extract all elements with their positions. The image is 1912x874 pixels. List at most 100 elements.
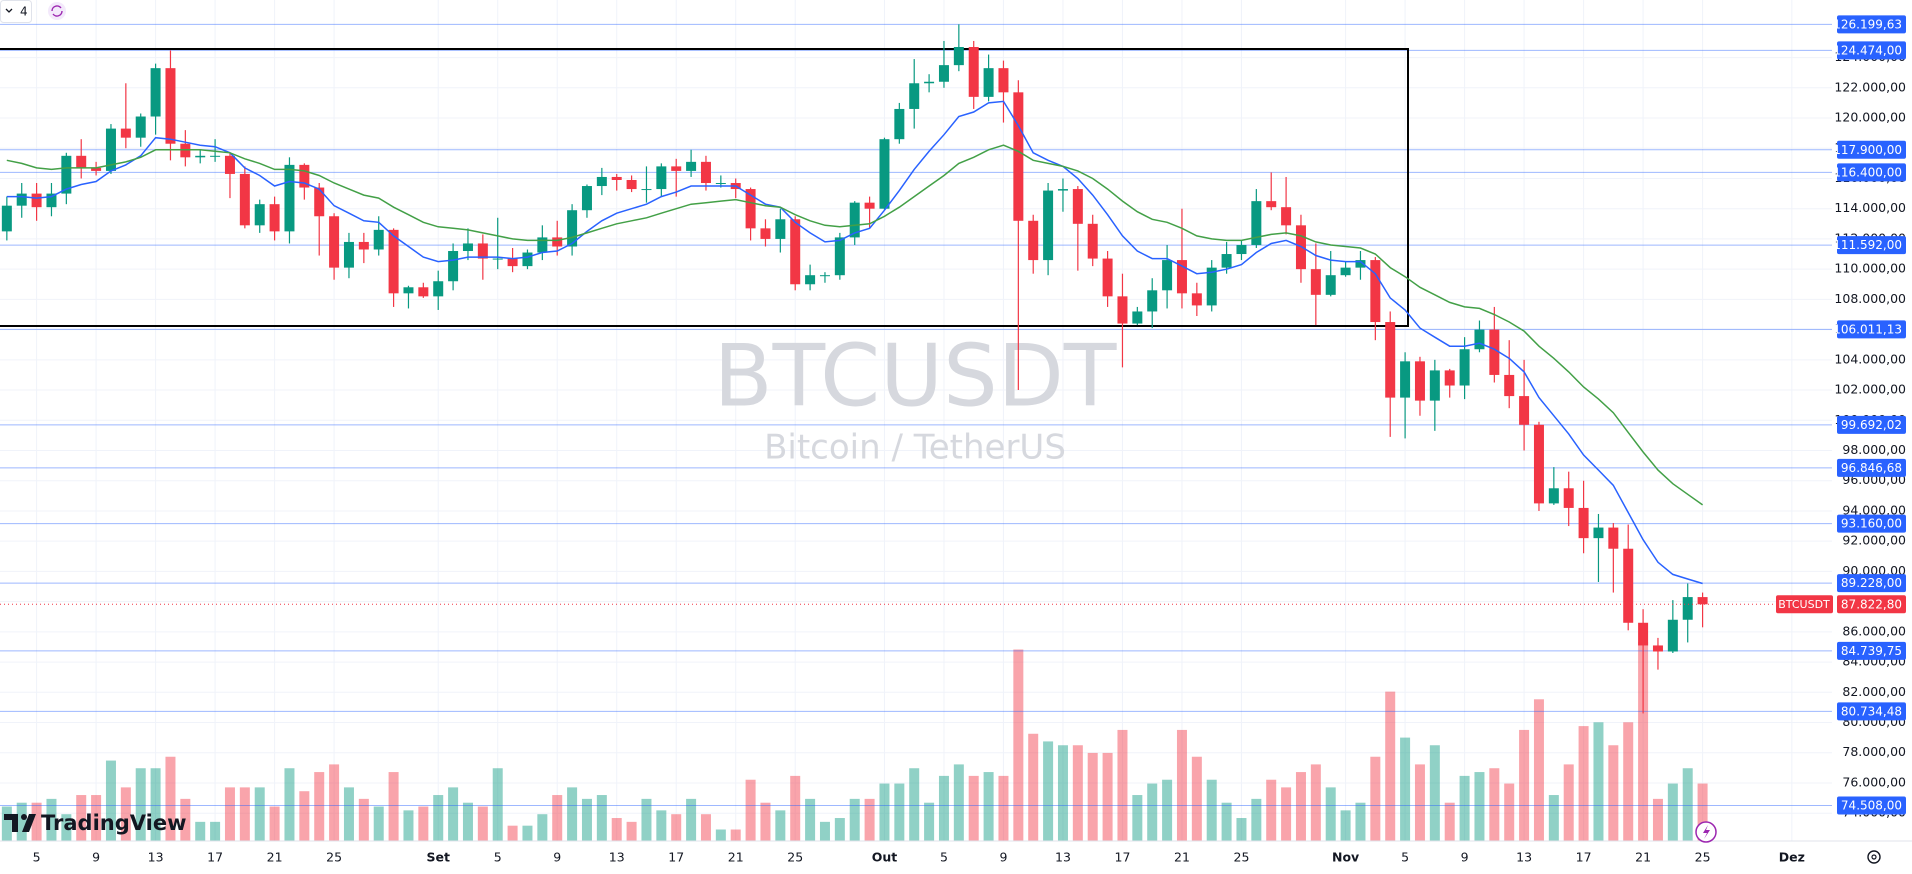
volume-bar	[135, 768, 146, 841]
brand-logo[interactable]: TradingView	[4, 811, 186, 835]
candle-body	[46, 193, 57, 208]
x-tick-label: 5	[940, 850, 948, 865]
refresh-bg[interactable]	[48, 2, 66, 20]
volume-bar	[31, 802, 42, 841]
x-tick-label: Nov	[1332, 850, 1359, 865]
volume-bar	[938, 775, 949, 841]
candle-body	[909, 83, 920, 109]
candle-body	[373, 229, 384, 250]
y-tick-label: 76.000,00	[1842, 774, 1906, 789]
y-tick-label: 104.000,00	[1834, 351, 1906, 366]
price-label-box	[1837, 163, 1906, 182]
watermark-description: Bitcoin / TetherUS	[764, 428, 1066, 468]
candle-body	[953, 46, 964, 66]
candle-body	[358, 241, 369, 250]
volume-bar	[16, 802, 27, 841]
gear-center	[1871, 854, 1877, 860]
moving-average-line	[6, 144, 1704, 506]
candle-body	[1459, 349, 1470, 386]
last-price-label: 87.822,80	[1841, 597, 1902, 611]
candle-body	[581, 186, 592, 211]
price-label: 111.592,00	[1833, 238, 1902, 252]
candle-body	[641, 189, 652, 191]
gear-icon[interactable]	[1867, 850, 1881, 864]
volume-bar	[1117, 729, 1128, 841]
candle-body	[1206, 267, 1217, 306]
candle-body	[968, 46, 979, 97]
lightning-button[interactable]	[1695, 821, 1717, 843]
volume-bar	[1608, 745, 1619, 841]
volume-bar	[998, 775, 1009, 841]
volume-bar	[1504, 783, 1515, 841]
candle-body	[31, 193, 42, 208]
candle-body	[210, 155, 221, 157]
x-tick-label: 21	[728, 850, 744, 865]
toolbar-count: 4	[20, 5, 28, 19]
volume-bar	[1191, 756, 1202, 841]
y-tick-label: 78.000,00	[1842, 744, 1906, 759]
candle-body	[1251, 201, 1262, 245]
volume-bar	[76, 795, 87, 841]
volume-bar	[567, 787, 578, 841]
chevron-icon	[5, 8, 13, 13]
volume-bar	[760, 802, 771, 841]
volume-bar	[1162, 779, 1173, 841]
volume-bar	[448, 787, 459, 841]
price-label-box	[1837, 15, 1906, 34]
candle-body	[269, 204, 280, 232]
candle-body	[656, 166, 667, 190]
x-tick-label: 21	[267, 850, 283, 865]
x-tick-label: 9	[1461, 850, 1469, 865]
candle-body	[403, 287, 414, 294]
candle-body	[1593, 527, 1604, 539]
candle-body	[1682, 597, 1693, 620]
candle-body	[1057, 189, 1068, 191]
volume-bar	[1474, 772, 1485, 841]
volume-bar	[1652, 798, 1663, 841]
refresh-icon[interactable]	[48, 2, 66, 20]
x-tick-label: 25	[326, 850, 342, 865]
toolbar-button[interactable]	[0, 0, 32, 23]
candle-body	[1028, 220, 1039, 261]
candle-body	[448, 251, 459, 282]
volume-bar	[1355, 802, 1366, 841]
candle-body	[1533, 424, 1544, 504]
x-tick-label: Dez	[1779, 850, 1805, 865]
volume-bar	[1400, 737, 1411, 841]
volume-bar	[239, 787, 250, 841]
volume-bar	[1, 806, 12, 841]
volume-bar	[314, 772, 325, 841]
volume-bar	[983, 772, 994, 841]
moving-averages	[0, 100, 1832, 605]
x-tick-label: 13	[609, 850, 625, 865]
moving-average-line	[6, 100, 1703, 585]
price-label-box	[1837, 458, 1906, 477]
volume-bar	[581, 798, 592, 841]
volume-bar	[1087, 752, 1098, 841]
volume-bar	[1072, 745, 1083, 841]
x-tick-label: 21	[1174, 850, 1190, 865]
price-label-box	[1837, 796, 1906, 815]
candle-body	[254, 204, 265, 226]
candle-body	[507, 258, 518, 267]
volume-bar	[611, 818, 622, 841]
candle-body	[1474, 329, 1485, 350]
candle-body	[418, 287, 429, 297]
volume-bar	[894, 783, 905, 841]
toolbar[interactable]: 4	[0, 0, 32, 23]
settings-button[interactable]	[1867, 850, 1881, 864]
volume-bar	[1147, 783, 1158, 841]
volume-bar	[1236, 818, 1247, 841]
volume-bar	[358, 798, 369, 841]
volume-bar	[165, 756, 176, 841]
candle-body	[1266, 201, 1277, 208]
volume-bar	[1176, 729, 1187, 841]
price-label: 74.508,00	[1841, 799, 1902, 813]
last-price-symbol-box	[1776, 595, 1833, 614]
volume-bar	[1593, 722, 1604, 841]
y-tick-label: 102.000,00	[1834, 382, 1906, 397]
volume-bar	[210, 821, 221, 841]
candle-body	[1236, 244, 1247, 255]
volume-bar	[1281, 787, 1292, 841]
